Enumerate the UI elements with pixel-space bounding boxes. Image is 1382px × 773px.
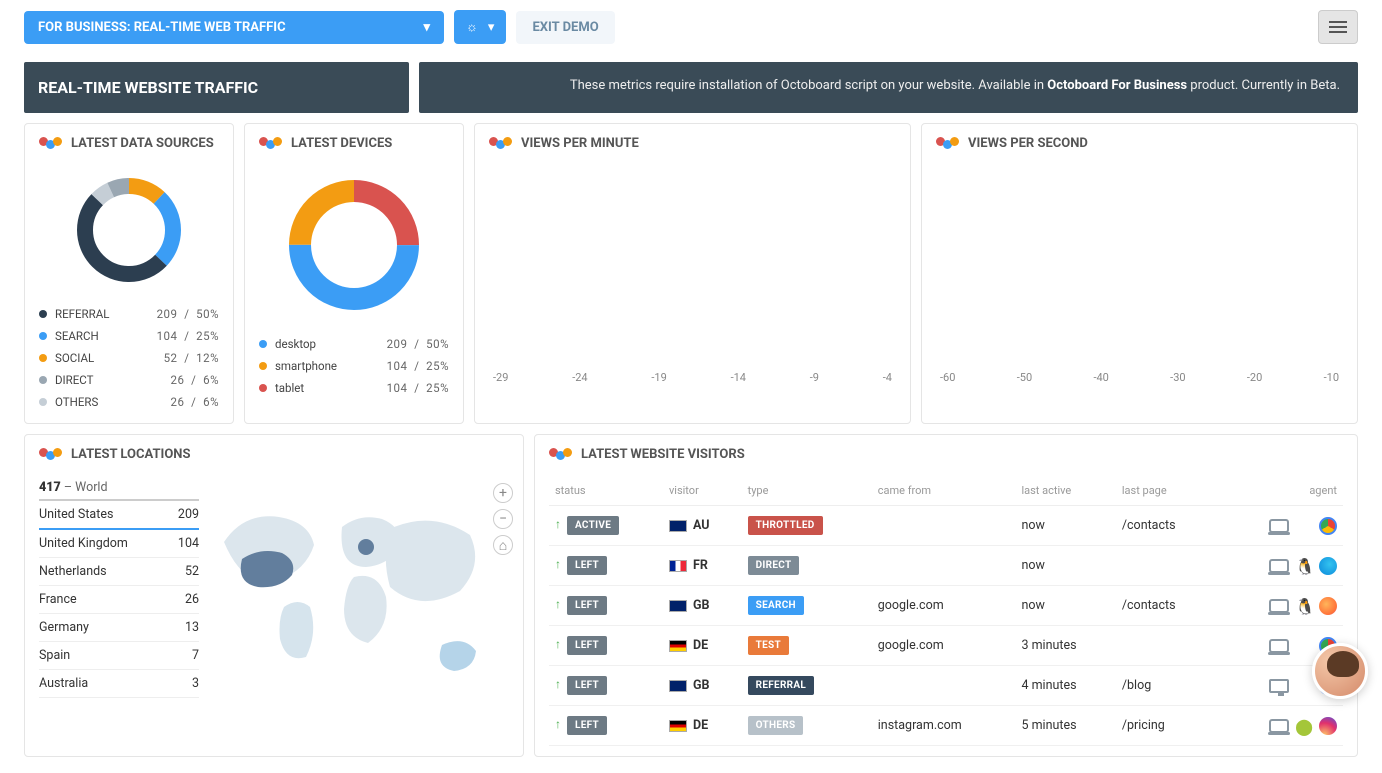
visitor-row[interactable]: ↑LEFTFRDIRECTnow🐧 bbox=[549, 546, 1343, 586]
visitor-row[interactable]: ↑LEFTDEOTHERSinstagram.com5 minutes/pric… bbox=[549, 706, 1343, 746]
stacked-bar-chart-vps bbox=[936, 165, 1343, 365]
visitor-row[interactable]: ↑LEFTGBREFERRAL4 minutes/blog bbox=[549, 666, 1343, 706]
chevron-down-icon: ▾ bbox=[423, 20, 430, 35]
type-badge: OTHERS bbox=[748, 716, 804, 735]
visitors-table: status visitor type came from last activ… bbox=[549, 476, 1343, 746]
visitor-row[interactable]: ↑ACTIVEAUTHROTTLEDnow/contacts bbox=[549, 506, 1343, 546]
people-icon bbox=[489, 137, 511, 151]
location-row[interactable]: United States209 bbox=[39, 501, 199, 530]
status-badge: LEFT bbox=[567, 596, 607, 615]
laptop-icon bbox=[1269, 599, 1289, 613]
flag-icon bbox=[669, 680, 687, 692]
world-map[interactable] bbox=[209, 476, 509, 698]
template-dropdown-label: FOR BUSINESS: REAL-TIME WEB TRAFFIC bbox=[38, 20, 286, 35]
up-arrow-icon: ↑ bbox=[555, 557, 561, 571]
legend-item: smartphone104 / 25% bbox=[259, 355, 449, 377]
flag-icon bbox=[669, 640, 687, 652]
status-badge: LEFT bbox=[567, 636, 607, 655]
status-badge: LEFT bbox=[567, 556, 607, 575]
apple-icon bbox=[1295, 637, 1313, 655]
people-icon bbox=[549, 448, 571, 462]
up-arrow-icon: ↑ bbox=[555, 597, 561, 611]
up-arrow-icon: ↑ bbox=[555, 717, 561, 731]
instagram-icon bbox=[1319, 717, 1337, 735]
people-icon bbox=[39, 137, 61, 151]
location-row[interactable]: Netherlands52 bbox=[39, 558, 199, 586]
legend-item: REFERRAL209 / 50% bbox=[39, 303, 219, 325]
visitor-row[interactable]: ↑LEFTDETESTgoogle.com3 minutes bbox=[549, 626, 1343, 666]
chevron-down-icon: ▾ bbox=[488, 20, 495, 35]
donut-chart-devices: total417 bbox=[274, 165, 434, 325]
page-title: REAL-TIME WEBSITE TRAFFIC bbox=[24, 62, 409, 113]
theme-dropdown[interactable]: ☼ ▾ bbox=[454, 10, 506, 44]
card-latest-locations: LATEST LOCATIONS + − ⌂ 417 – World Unite… bbox=[24, 434, 524, 757]
apple-icon bbox=[1295, 677, 1313, 695]
card-views-per-second: VIEWS PER SECOND -60-50-40-30-20-10 bbox=[921, 123, 1358, 424]
laptop-icon bbox=[1269, 639, 1289, 653]
type-badge: THROTTLED bbox=[748, 516, 823, 535]
chrome-icon bbox=[1319, 517, 1337, 535]
android-icon: ⬤ bbox=[1295, 717, 1313, 735]
card-views-per-minute: VIEWS PER MINUTE -29-24-19-14-9-4 bbox=[474, 123, 911, 424]
card-latest-visitors: LATEST WEBSITE VISITORS status visitor t… bbox=[534, 434, 1358, 757]
firefox-icon bbox=[1319, 597, 1337, 615]
location-row[interactable]: Germany13 bbox=[39, 614, 199, 642]
legend-item: OTHERS26 / 6% bbox=[39, 391, 219, 413]
legend-item: SOCIAL52 / 12% bbox=[39, 347, 219, 369]
location-row[interactable]: United Kingdom104 bbox=[39, 530, 199, 558]
status-badge: ACTIVE bbox=[567, 516, 619, 535]
up-arrow-icon: ↑ bbox=[555, 677, 561, 691]
status-badge: LEFT bbox=[567, 676, 607, 695]
exit-demo-button[interactable]: EXIT DEMO bbox=[516, 11, 614, 44]
flag-icon bbox=[669, 600, 687, 612]
template-dropdown[interactable]: FOR BUSINESS: REAL-TIME WEB TRAFFIC ▾ bbox=[24, 11, 444, 44]
status-badge: LEFT bbox=[567, 716, 607, 735]
linux-icon: 🐧 bbox=[1295, 557, 1313, 575]
linux-icon: 🐧 bbox=[1295, 597, 1313, 615]
laptop-icon bbox=[1269, 719, 1289, 733]
type-badge: DIRECT bbox=[748, 556, 800, 575]
type-badge: TEST bbox=[748, 636, 789, 655]
card-latest-devices: LATEST DEVICES total417 desktop209 / 50%… bbox=[244, 123, 464, 424]
page-note: These metrics require installation of Oc… bbox=[419, 62, 1358, 113]
legend-item: DIRECT26 / 6% bbox=[39, 369, 219, 391]
laptop-icon bbox=[1269, 519, 1289, 533]
sun-icon: ☼ bbox=[466, 19, 478, 35]
location-row[interactable]: Spain7 bbox=[39, 642, 199, 670]
flag-icon bbox=[669, 720, 687, 732]
people-icon bbox=[936, 137, 958, 151]
location-row[interactable]: Australia3 bbox=[39, 670, 199, 698]
laptop-icon bbox=[1269, 559, 1289, 573]
stacked-bar-chart-vpm bbox=[489, 165, 896, 365]
flag-icon bbox=[669, 520, 687, 532]
flag-icon bbox=[669, 560, 687, 572]
people-icon bbox=[259, 137, 281, 151]
support-avatar[interactable] bbox=[1312, 643, 1368, 699]
location-row[interactable]: France26 bbox=[39, 586, 199, 614]
visitor-row[interactable]: ↑LEFTGBSEARCHgoogle.comnow/contacts🐧 bbox=[549, 586, 1343, 626]
card-latest-data-sources: LATEST DATA SOURCES total417 REFERRAL209… bbox=[24, 123, 234, 424]
apple-icon bbox=[1295, 517, 1313, 535]
up-arrow-icon: ↑ bbox=[555, 637, 561, 651]
type-badge: SEARCH bbox=[748, 596, 804, 615]
legend-item: desktop209 / 50% bbox=[259, 333, 449, 355]
up-arrow-icon: ↑ bbox=[555, 517, 561, 531]
menu-button[interactable] bbox=[1318, 10, 1358, 44]
monitor-icon bbox=[1269, 679, 1289, 693]
people-icon bbox=[39, 448, 61, 462]
edge-icon bbox=[1319, 557, 1337, 575]
legend-item: tablet104 / 25% bbox=[259, 377, 449, 399]
donut-chart-sources: total417 bbox=[64, 165, 194, 295]
type-badge: REFERRAL bbox=[748, 676, 815, 695]
legend-item: SEARCH104 / 25% bbox=[39, 325, 219, 347]
locations-world-row[interactable]: 417 – World bbox=[39, 476, 199, 501]
